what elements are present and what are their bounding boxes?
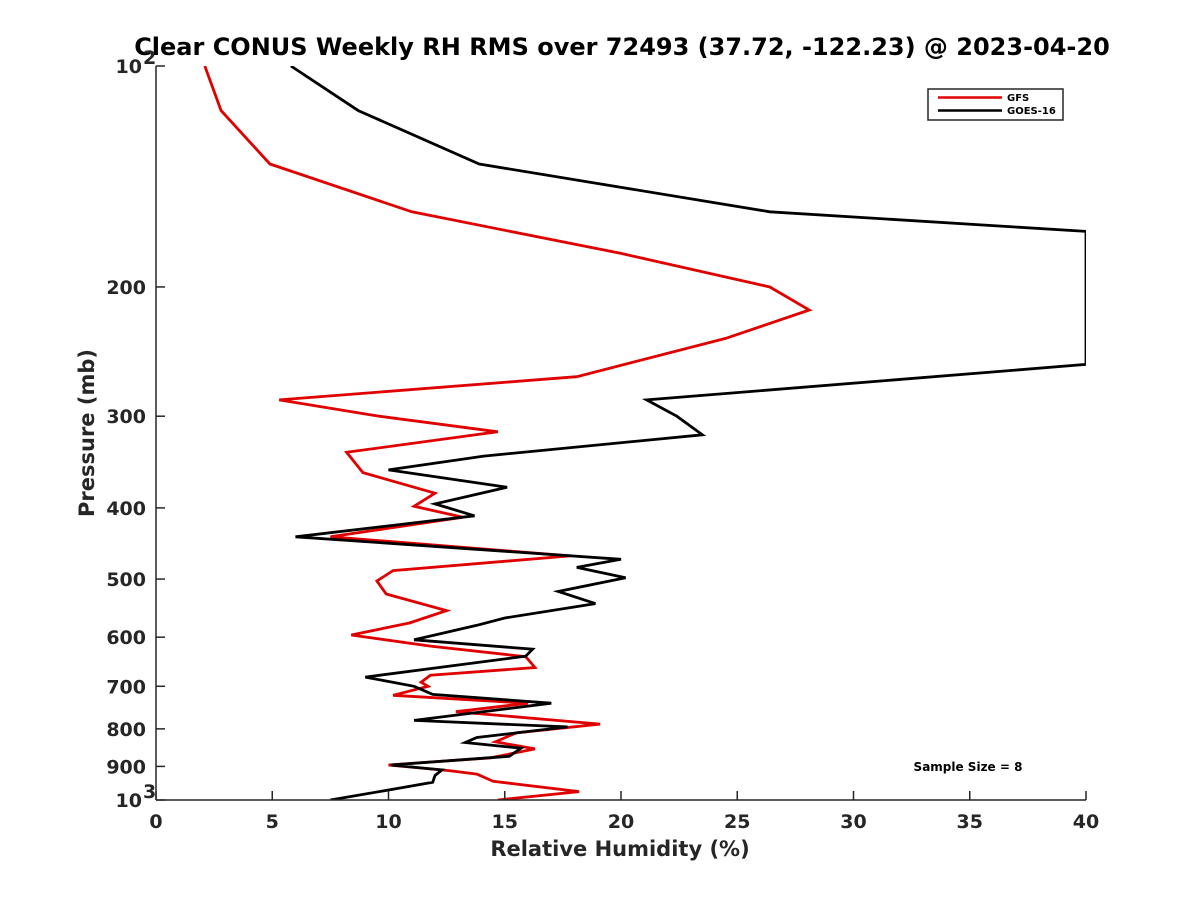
y-tick-label: 700: [106, 676, 146, 698]
legend: GFS GOES-16: [927, 88, 1064, 121]
x-tick-label: 20: [608, 811, 634, 833]
y-axis-label: Pressure (mb): [75, 349, 99, 517]
y-tick-label: 400: [106, 498, 146, 520]
x-tick-label: 40: [1073, 811, 1099, 833]
x-tick-label: 10: [375, 811, 401, 833]
series-line-goes16: [290, 66, 1086, 800]
y-tick-label: 600: [106, 627, 146, 649]
x-tick-label: 25: [724, 811, 750, 833]
y-tick-label: 500: [106, 569, 146, 591]
sample-size-annotation: Sample Size = 8: [914, 760, 1023, 774]
y-tick-label-exponent: 3: [143, 781, 156, 803]
y-tick-label: 10: [116, 790, 142, 812]
x-tick-label: 15: [492, 811, 518, 833]
chart-title: Clear CONUS Weekly RH RMS over 72493 (37…: [134, 33, 1110, 61]
y-tick-label: 10: [116, 56, 142, 78]
y-tick-label: 200: [106, 277, 146, 299]
x-tick-label: 5: [266, 811, 279, 833]
y-tick-label: 800: [106, 719, 146, 741]
legend-label-gfs: GFS: [1007, 93, 1029, 104]
y-tick-label-exponent: 2: [143, 47, 156, 69]
series-line-gfs: [203, 66, 813, 800]
y-tick-label: 900: [106, 756, 146, 778]
x-tick-label: 35: [957, 811, 983, 833]
x-tick-label: 0: [149, 811, 162, 833]
legend-box: [927, 88, 1064, 121]
y-tick-label: 300: [106, 406, 146, 428]
x-tick-label: 30: [840, 811, 866, 833]
x-axis-label: Relative Humidity (%): [490, 837, 749, 861]
legend-label-goes16: GOES-16: [1007, 106, 1056, 117]
